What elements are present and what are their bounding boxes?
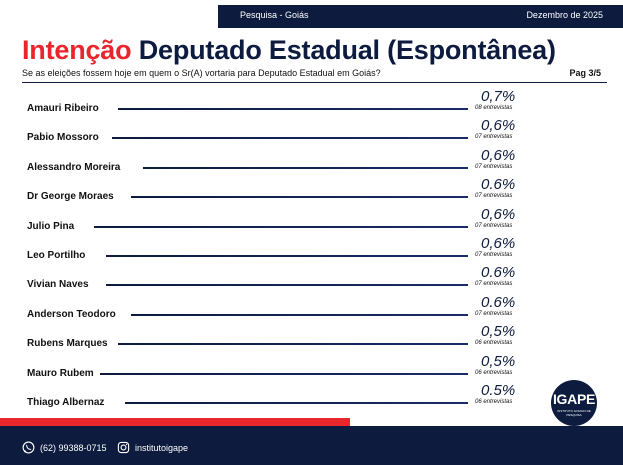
candidate-name: Vivian Naves [27, 279, 89, 291]
interview-count: 07 entrevistas [475, 281, 513, 288]
whatsapp-icon [22, 441, 35, 454]
percentage-label: 0,7% [481, 88, 516, 105]
interview-count: 07 entrevistas [475, 310, 513, 317]
percentage-label: 0,6% [481, 117, 516, 135]
instagram-icon [117, 441, 130, 454]
table-row: Amauri Ribeiro 0,7% 08 entrevistas [0, 89, 623, 119]
percentage-label: 0,6% [481, 235, 516, 252]
leader-line [94, 225, 468, 228]
leader-line [106, 284, 468, 287]
interview-count: 07 entrevistas [475, 163, 513, 170]
phone-number: (62) 99388-0715 [40, 442, 107, 453]
candidate-name: Dr George Moraes [27, 191, 114, 203]
percentage-label: 0.6% [481, 264, 516, 282]
logo-text: IGAPE [552, 391, 596, 407]
percentage-label: 0,6% [481, 205, 516, 223]
interview-count: 06 entrevistas [475, 340, 513, 347]
interview-count: 07 entrevistas [475, 134, 513, 141]
interview-count: 07 entrevistas [475, 252, 513, 258]
table-row: Leo Portilho 0,6% 07 entrevistas [0, 236, 623, 266]
leader-line [142, 166, 468, 169]
leader-line [100, 372, 468, 375]
candidate-name: Anderson Teodoro [27, 308, 116, 320]
question-text: Se as eleições fossem hoje em quem o Sr(… [22, 68, 381, 78]
leader-line [130, 313, 468, 316]
leader-line [106, 255, 468, 257]
candidate-name: Pabio Mossoro [27, 132, 99, 144]
percentage-label: 0.5% [481, 382, 516, 399]
candidate-name: Rubens Marques [27, 338, 108, 350]
page-title-accent: Intenção [22, 35, 132, 65]
candidate-name: Thiago Albernaz [27, 397, 105, 408]
instagram-contact[interactable]: institutoigape [117, 441, 188, 454]
top-bar-band [218, 5, 623, 28]
interview-count: 07 entrevistas [475, 193, 513, 200]
candidate-name: Julio Pina [27, 220, 75, 232]
header-divider [22, 82, 607, 83]
percentage-label: 0,5% [481, 352, 516, 370]
leader-line [118, 343, 468, 346]
candidate-name: Leo Portilho [27, 250, 86, 261]
percentage-label: 0.6% [481, 176, 516, 194]
top-bar [0, 0, 623, 28]
page-title: Intenção Deputado Estadual (Espontânea) [22, 35, 556, 66]
percentage-label: 0,5% [481, 323, 516, 341]
logo-subtext: INSTITUTO GOIANO DE PESQUISA [557, 409, 591, 417]
table-row: Thiago Albernaz 0.5% 06 entrevistas [0, 383, 623, 413]
table-row: Vivian Naves 0.6% 07 entrevistas [0, 265, 623, 295]
interview-count: 06 entrevistas [475, 369, 513, 376]
igape-logo: IGAPE INSTITUTO GOIANO DE PESQUISA [551, 380, 597, 426]
table-row: Rubens Marques 0,5% 06 entrevistas [0, 324, 623, 354]
leader-line [112, 137, 468, 140]
interview-count: 07 entrevistas [475, 222, 513, 229]
candidate-name: Amauri Ribeiro [27, 103, 99, 114]
survey-label: Pesquisa - Goiás [240, 10, 309, 20]
table-row: Julio Pina 0,6% 07 entrevistas [0, 205, 623, 237]
table-row: Dr George Moraes 0.6% 07 entrevistas [0, 177, 623, 207]
leader-line [130, 196, 468, 199]
percentage-label: 0.6% [481, 293, 516, 311]
table-row: Pabio Mossoro 0,6% 07 entrevistas [0, 118, 623, 148]
page-title-rest: Deputado Estadual (Espontânea) [138, 35, 556, 65]
footer [0, 426, 623, 465]
leader-line [118, 108, 468, 110]
survey-date: Dezembro de 2025 [526, 10, 603, 20]
table-row: Mauro Rubem 0,5% 06 entrevistas [0, 352, 623, 384]
percentage-label: 0,6% [481, 146, 516, 164]
interview-count: 08 entrevistas [475, 105, 513, 111]
page-number: Pag 3/5 [569, 68, 601, 78]
candidate-name: Alessandro Moreira [27, 161, 121, 173]
candidate-name: Mauro Rubem [27, 367, 94, 379]
table-row: Anderson Teodoro 0.6% 07 entrevistas [0, 293, 623, 325]
phone-contact[interactable]: (62) 99388-0715 [22, 441, 107, 454]
footer-accent-bar [0, 418, 350, 426]
leader-line [124, 402, 468, 404]
instagram-handle: institutoigape [135, 442, 189, 453]
interview-count: 06 entrevistas [475, 399, 513, 405]
table-row: Alessandro Moreira 0,6% 07 entrevistas [0, 146, 623, 178]
